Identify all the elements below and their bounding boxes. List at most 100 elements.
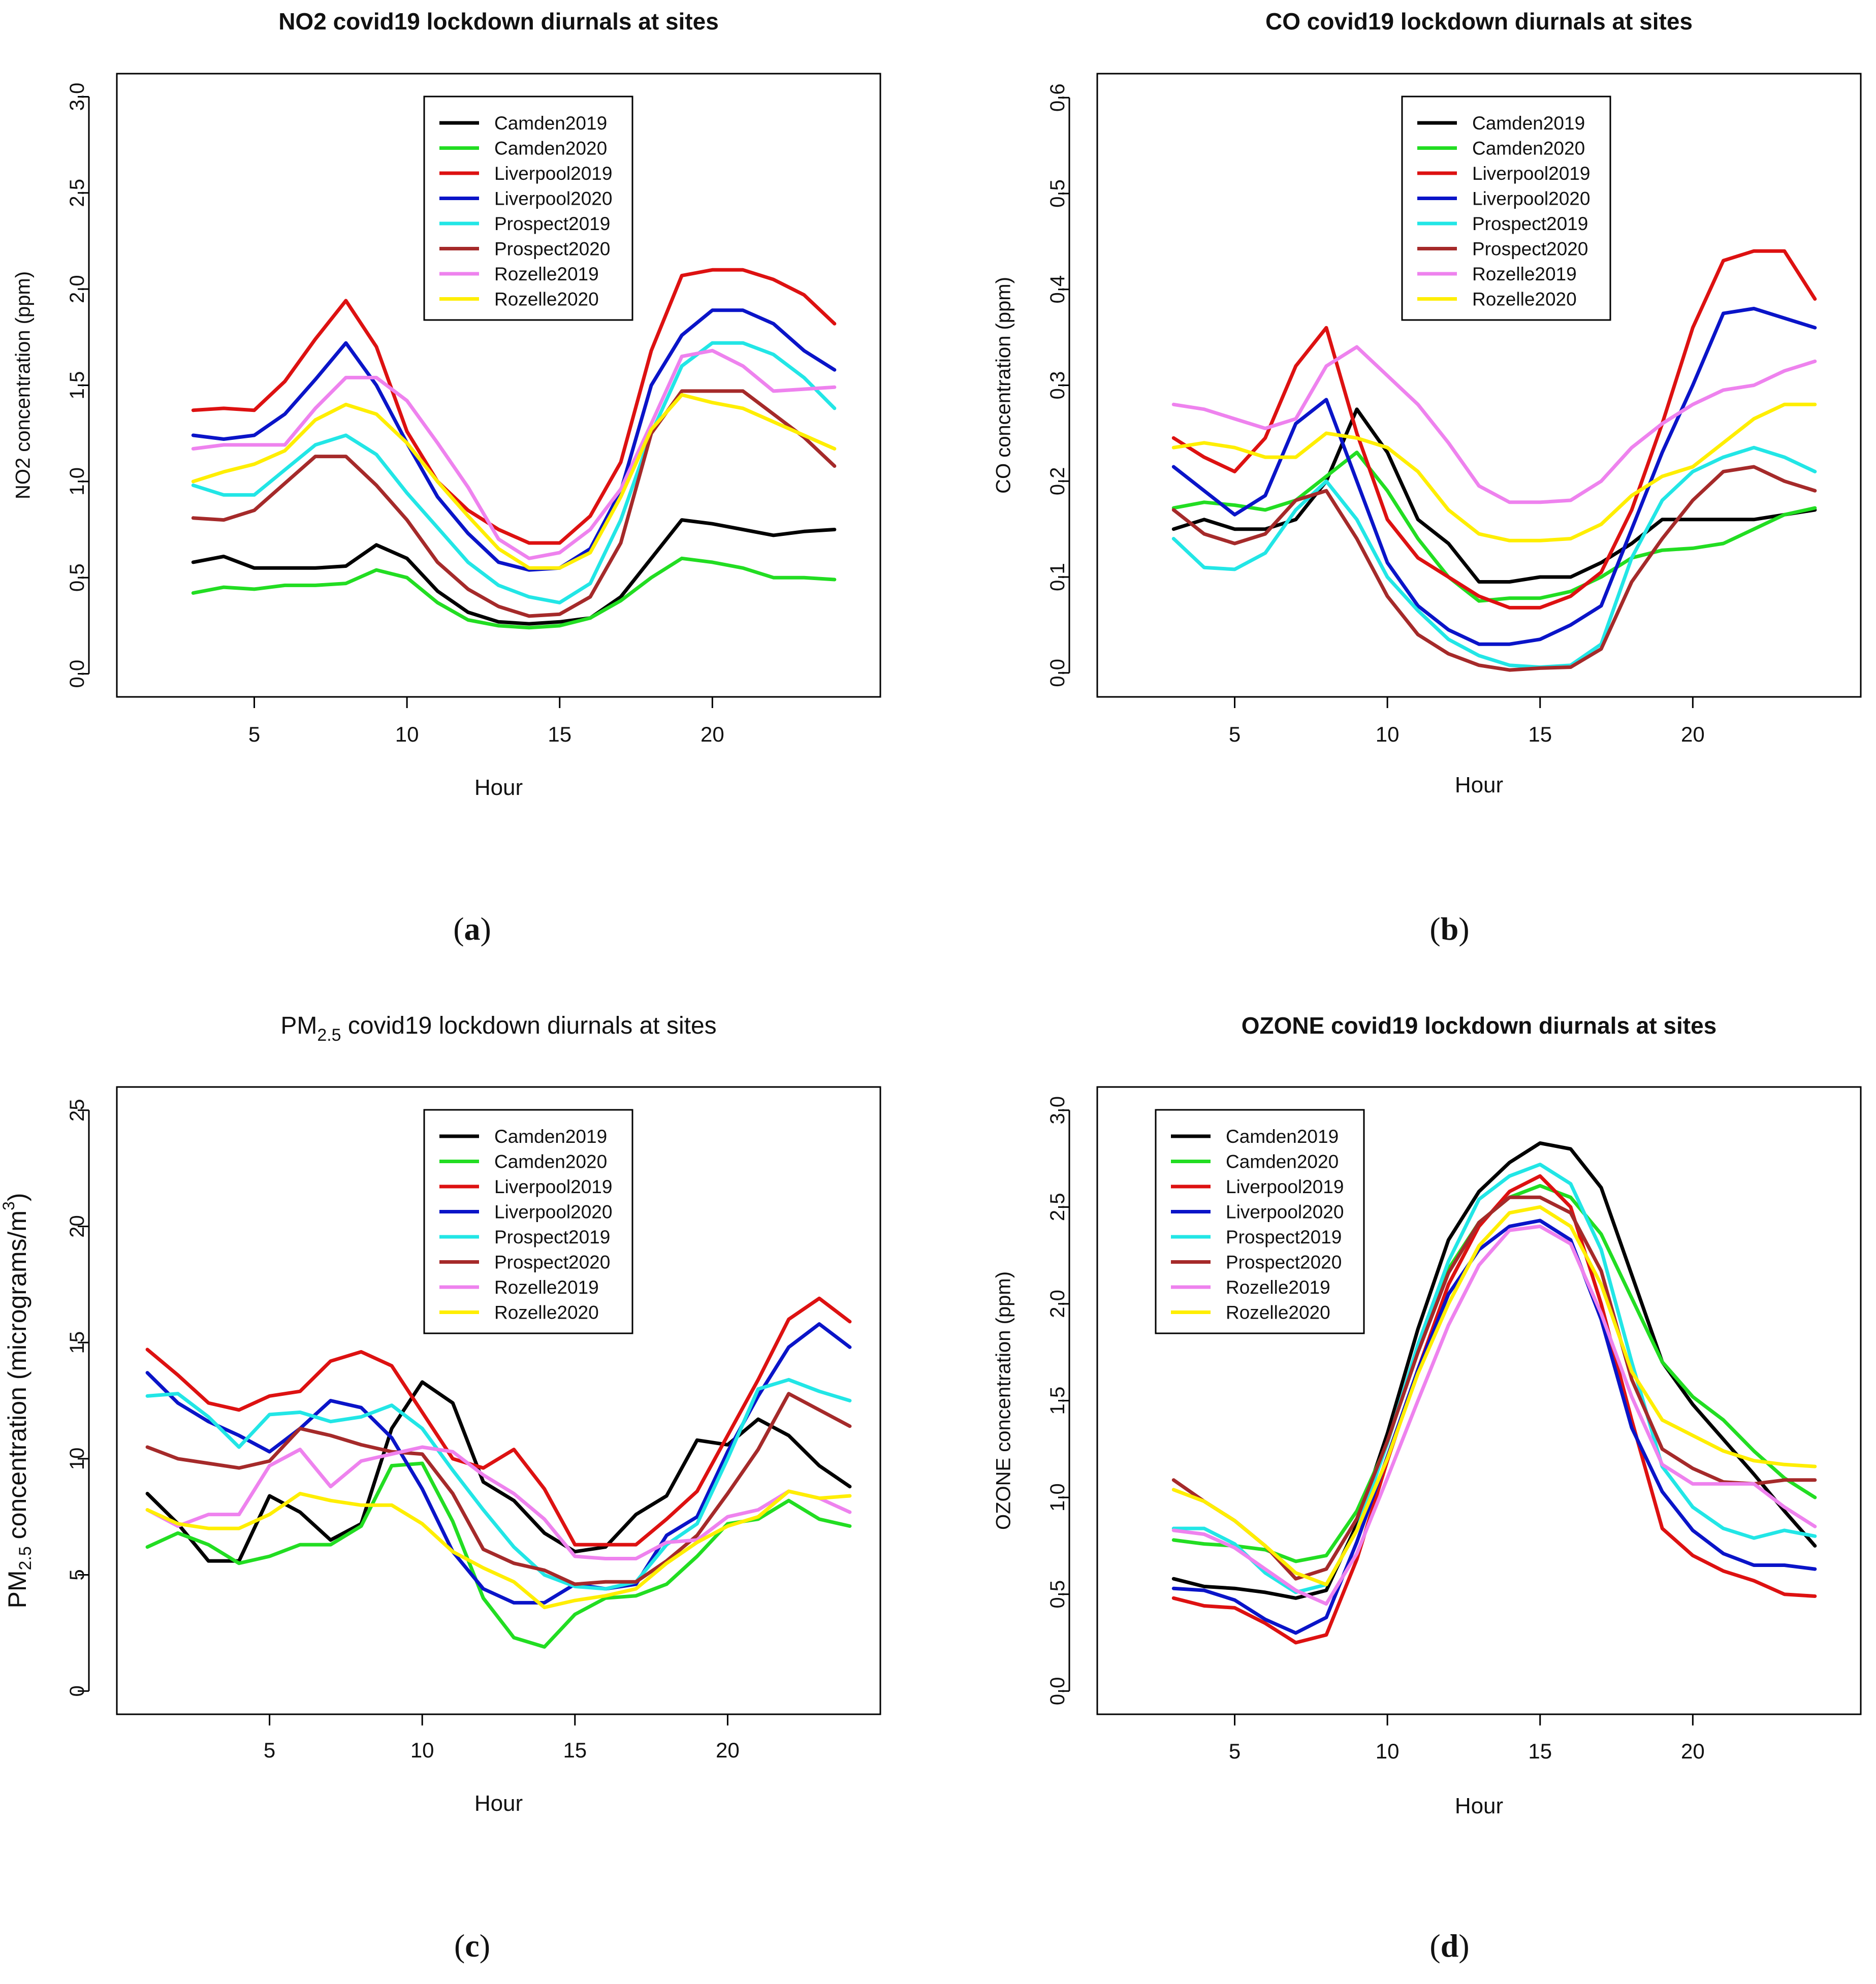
legend-label: Liverpool2020 bbox=[1226, 1202, 1344, 1223]
legend-label: Prospect2020 bbox=[494, 239, 610, 260]
series-line-camden2019 bbox=[1171, 1141, 1817, 1600]
series-line-liverpool2020 bbox=[145, 1322, 852, 1605]
legend-label: Prospect2019 bbox=[1226, 1227, 1342, 1247]
plot-frame bbox=[1096, 73, 1862, 698]
y-tick-label: 0.5 bbox=[1046, 1580, 1069, 1609]
y-tick-label: 0.1 bbox=[1046, 563, 1069, 591]
y-tick-label: 3.0 bbox=[66, 83, 88, 111]
legend-label: Camden2019 bbox=[494, 1126, 607, 1147]
legend-label: Prospect2019 bbox=[494, 213, 610, 234]
series-line-liverpool2020 bbox=[1171, 1219, 1817, 1635]
x-tick-label: 15 bbox=[548, 722, 571, 746]
panel-b: CO covid19 lockdown diurnals at sites 5 10… bbox=[993, 8, 1862, 947]
x-tick-label: 20 bbox=[1681, 722, 1705, 746]
x-axis-label: Hour bbox=[1455, 1794, 1503, 1818]
series-line-prospect2019 bbox=[1171, 445, 1817, 669]
x-axis-label: Hour bbox=[474, 775, 523, 800]
series-line-rozelle2020 bbox=[145, 1489, 852, 1610]
series-line-liverpool2020 bbox=[1171, 307, 1817, 646]
panel-caption: (b) bbox=[1429, 911, 1469, 947]
x-tick-label: 15 bbox=[563, 1738, 587, 1762]
x-tick-label: 5 bbox=[1229, 722, 1241, 746]
series-line-rozelle2019 bbox=[191, 348, 837, 560]
y-tick-label: 0 bbox=[66, 1685, 88, 1697]
series-line-liverpool2019 bbox=[1171, 249, 1817, 610]
x-tick-label: 10 bbox=[410, 1738, 434, 1762]
legend-label: Liverpool2019 bbox=[494, 1176, 612, 1197]
series-line-camden2020 bbox=[1171, 451, 1817, 603]
series-line-rozelle2019 bbox=[1171, 345, 1817, 504]
x-tick-label: 5 bbox=[1229, 1739, 1241, 1763]
series-line-liverpool2019 bbox=[191, 268, 837, 545]
legend-label: Camden2020 bbox=[494, 138, 607, 159]
series-line-prospect2020 bbox=[191, 389, 837, 618]
y-axis-label: OZONE concentration (ppm) bbox=[993, 1271, 1015, 1530]
legend-label: Prospect2020 bbox=[494, 1252, 610, 1273]
y-tick-label: 15 bbox=[66, 1331, 88, 1354]
y-tick-label: 1.5 bbox=[1046, 1387, 1069, 1415]
legend-box bbox=[423, 95, 633, 321]
y-tick-label: 0.3 bbox=[1046, 371, 1069, 400]
y-tick-label: 0.0 bbox=[1046, 1677, 1069, 1705]
legend: Camden2019 Camden2020 Liverpool2019 Liverpo… bbox=[1401, 95, 1611, 321]
plot-frame bbox=[116, 73, 881, 698]
legend-label: Liverpool2020 bbox=[494, 1202, 612, 1223]
x-tick-label: 20 bbox=[1681, 1739, 1705, 1763]
legend-label: Camden2019 bbox=[1472, 113, 1585, 134]
series-line-camden2019 bbox=[1171, 407, 1817, 584]
legend-label: Prospect2020 bbox=[1226, 1252, 1342, 1273]
y-tick-label: 2.0 bbox=[1046, 1290, 1069, 1318]
chart-title: PM2.5 covid19 lockdown diurnals at sites bbox=[280, 1012, 716, 1045]
legend-label: Prospect2020 bbox=[1472, 239, 1588, 260]
series-line-rozelle2020 bbox=[191, 393, 837, 570]
x-tick-label: 10 bbox=[1376, 722, 1400, 746]
series-line-camden2020 bbox=[191, 556, 837, 630]
y-tick-label: 0.5 bbox=[1046, 179, 1069, 208]
y-axis-label: NO2 concentration (ppm) bbox=[12, 271, 35, 499]
panel-caption: (c) bbox=[454, 1928, 490, 1964]
legend-label: Camden2019 bbox=[494, 113, 607, 134]
x-tick-label: 15 bbox=[1528, 722, 1552, 746]
chart-title: CO covid19 lockdown diurnals at sites bbox=[1265, 8, 1693, 35]
panel-caption: (a) bbox=[453, 911, 491, 947]
legend-label: Rozelle2020 bbox=[1226, 1302, 1330, 1323]
y-tick-label: 0.2 bbox=[1046, 467, 1069, 495]
series-line-prospect2019 bbox=[145, 1378, 852, 1591]
legend-box bbox=[423, 1109, 633, 1334]
legend-label: Camden2020 bbox=[494, 1151, 607, 1172]
y-axis-label: CO concentration (ppm) bbox=[993, 277, 1015, 494]
series-line-liverpool2020 bbox=[191, 308, 837, 572]
x-axis-label: Hour bbox=[1455, 773, 1503, 797]
y-tick-label: 0.0 bbox=[1046, 659, 1069, 687]
legend-label: Liverpool2019 bbox=[494, 163, 612, 184]
plot-frame bbox=[1096, 1086, 1862, 1715]
legend-label: Liverpool2020 bbox=[494, 188, 612, 209]
legend-label: Rozelle2019 bbox=[494, 264, 599, 284]
x-axis-label: Hour bbox=[474, 1791, 523, 1816]
legend-label: Rozelle2019 bbox=[494, 1277, 599, 1298]
y-tick-label: 20 bbox=[66, 1215, 88, 1238]
legend-label: Rozelle2019 bbox=[1472, 264, 1577, 284]
y-tick-label: 1.0 bbox=[66, 467, 88, 496]
series-line-rozelle2020 bbox=[1171, 402, 1817, 542]
y-axis-label: PM2.5 concentration (micrograms/m3) bbox=[0, 1193, 35, 1608]
legend-label: Rozelle2019 bbox=[1226, 1277, 1330, 1298]
y-tick-label: 5 bbox=[66, 1569, 88, 1580]
y-tick-label: 3.0 bbox=[1046, 1096, 1069, 1125]
legend: Camden2019 Camden2020 Liverpool2019 Liverpo… bbox=[1155, 1109, 1365, 1334]
series-line-prospect2020 bbox=[1171, 1195, 1817, 1581]
y-tick-label: 2.0 bbox=[66, 275, 88, 303]
panel-a: NO2 covid19 lockdown diurnals at sites 5 1… bbox=[12, 8, 881, 947]
x-tick-label: 10 bbox=[1376, 1739, 1400, 1763]
legend-box bbox=[1155, 1109, 1365, 1334]
y-tick-label: 2.5 bbox=[1046, 1193, 1069, 1222]
legend-label: Rozelle2020 bbox=[1472, 289, 1577, 310]
series-line-prospect2019 bbox=[1171, 1163, 1817, 1594]
legend-label: Liverpool2019 bbox=[1472, 163, 1590, 184]
y-tick-label: 0.0 bbox=[66, 660, 88, 688]
plot-frame bbox=[116, 1086, 881, 1715]
chart-title: NO2 covid19 lockdown diurnals at sites bbox=[278, 8, 719, 35]
series-line-rozelle2019 bbox=[145, 1445, 852, 1560]
x-tick-label: 20 bbox=[701, 722, 724, 746]
